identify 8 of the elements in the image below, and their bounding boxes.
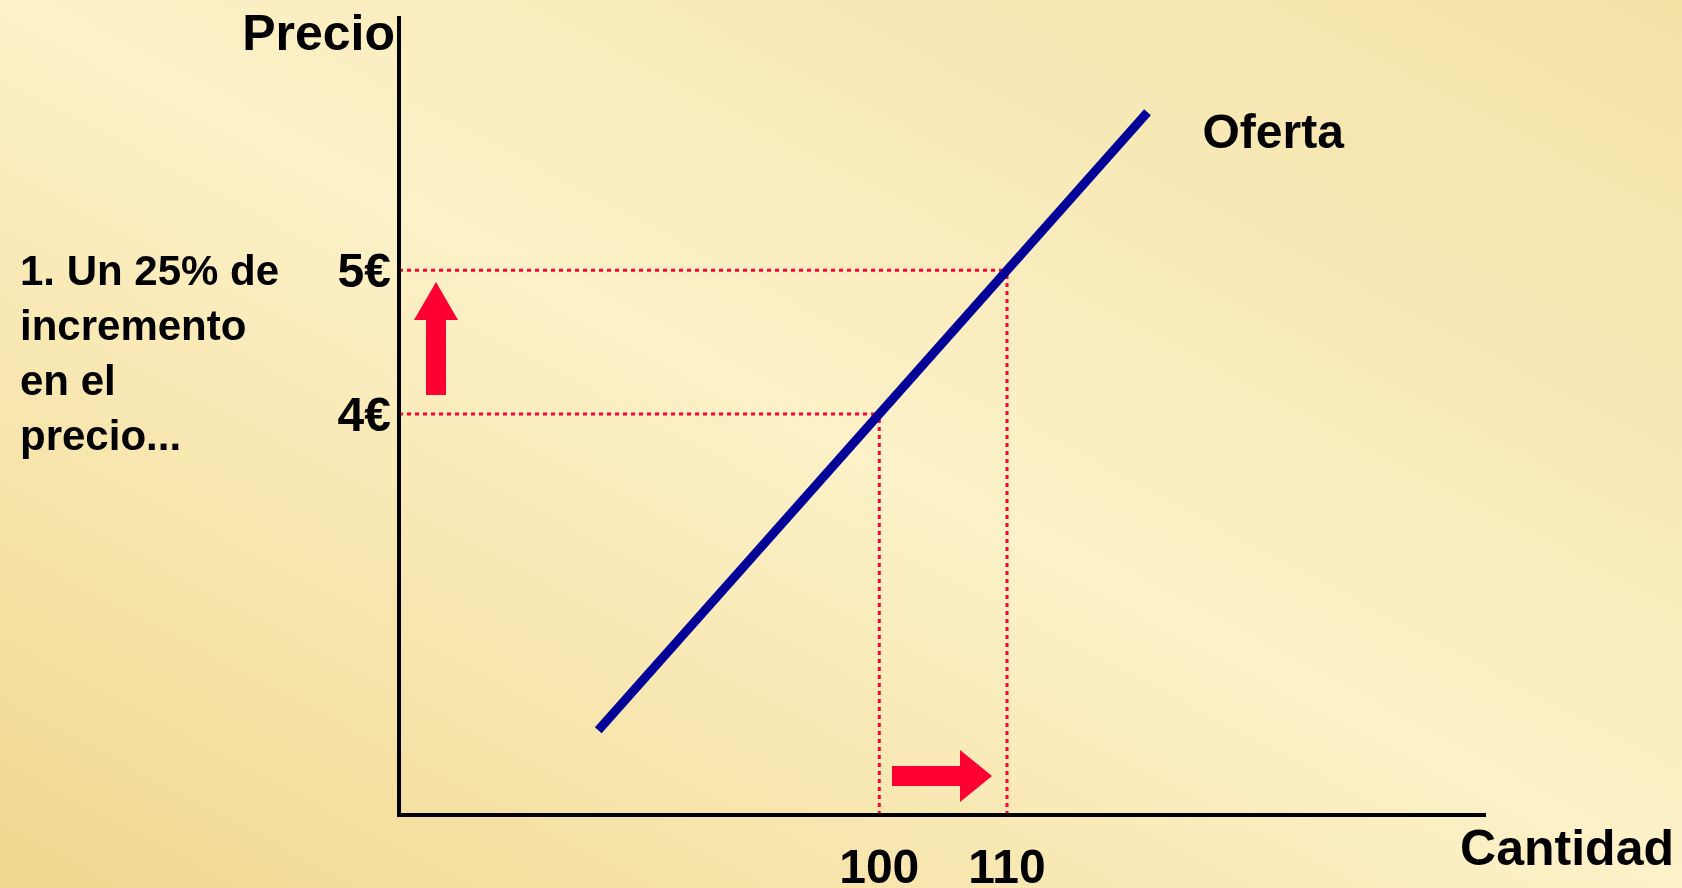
- y-axis-title: Precio: [242, 5, 395, 61]
- series-label: Oferta: [1202, 105, 1345, 159]
- x-tick-label: 100: [839, 840, 920, 888]
- x-axis-title: Cantidad: [1460, 820, 1674, 876]
- x-tick-label: 110: [968, 840, 1046, 888]
- y-tick-label: 5€: [337, 244, 391, 298]
- text: 1. Un 25% de incremento en el precio...: [20, 247, 280, 459]
- y-tick-label: 4€: [337, 387, 391, 441]
